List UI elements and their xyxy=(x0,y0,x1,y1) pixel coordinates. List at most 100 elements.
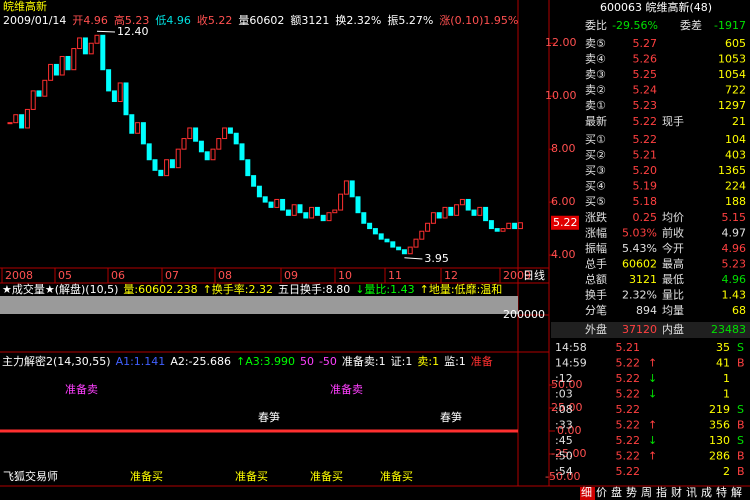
candle xyxy=(320,214,326,222)
candle xyxy=(216,138,222,150)
quote-cell: 60602 xyxy=(622,258,657,271)
indicator-header: A1:1.141 xyxy=(116,355,166,368)
y-tick-label: -25.00 xyxy=(551,447,586,460)
indicator-header: 证:1 xyxy=(391,355,413,368)
trade-side: B xyxy=(737,419,745,432)
candle xyxy=(384,238,390,243)
y-tick-label: 10.00 xyxy=(545,89,577,102)
quote-cell: 卖⑤ xyxy=(585,37,606,50)
candle xyxy=(367,222,373,230)
tab[interactable]: 周 xyxy=(641,486,652,499)
indicator-header: 准备卖:1 xyxy=(342,354,386,368)
quote-cell: 现手 xyxy=(662,114,684,128)
trade-price: 5.22 xyxy=(616,465,641,478)
candle xyxy=(256,185,262,198)
y-tick-label: -50.00 xyxy=(545,470,580,483)
candle xyxy=(454,204,460,216)
candle xyxy=(419,230,425,240)
tab[interactable]: 指 xyxy=(656,485,667,499)
quote-cell: 5.43% xyxy=(622,242,657,255)
candle xyxy=(24,108,30,129)
candle xyxy=(169,159,175,169)
tab[interactable]: 成 xyxy=(701,486,712,499)
signal-label: 准备买 xyxy=(310,469,343,483)
quote-item: 换2.32% xyxy=(335,13,381,27)
candle xyxy=(245,159,251,177)
candle xyxy=(413,238,419,248)
trade-time: :50 xyxy=(555,450,573,463)
volume-header: 五日换手:8.80 xyxy=(278,282,350,296)
candle xyxy=(100,34,106,71)
trade-time: :33 xyxy=(555,419,573,432)
y-tick-label: 200000 xyxy=(503,308,545,321)
x-tick-label: 2009 xyxy=(503,269,531,282)
candle xyxy=(512,222,518,230)
candle xyxy=(181,138,187,150)
quote-item: 额3121 xyxy=(290,14,329,27)
trade-volume: 286 xyxy=(709,450,730,463)
volume-header: ↓量比:1.43 xyxy=(355,283,414,296)
quote-item: 涨(0.10)1.95% xyxy=(439,14,518,27)
low-label: 3.95 xyxy=(424,252,449,265)
candle xyxy=(106,69,112,92)
quote-cell: 4.96 xyxy=(722,242,747,255)
quote-cell: 5.26 xyxy=(633,53,658,66)
quote-cell: 605 xyxy=(725,37,746,50)
panel-title: 600063 皖维高新(48) xyxy=(600,0,712,14)
candle xyxy=(430,212,436,224)
candle xyxy=(297,204,303,214)
quote-cell: 5.25 xyxy=(633,68,658,81)
candle xyxy=(13,114,19,124)
candle xyxy=(506,222,512,230)
candle xyxy=(274,198,280,208)
quote-cell: 前收 xyxy=(662,226,684,240)
quote-cell: 5.27 xyxy=(633,37,658,50)
candle xyxy=(222,127,228,140)
indicator-header: 监:1 xyxy=(444,355,466,368)
candle xyxy=(326,212,332,222)
quote-cell: 23483 xyxy=(711,323,746,336)
last-price-box xyxy=(551,215,579,230)
quote-cell: 1053 xyxy=(718,53,746,66)
candle xyxy=(123,82,129,116)
tab[interactable]: 讯 xyxy=(686,486,697,499)
quote-cell: 5.20 xyxy=(633,164,658,177)
trade-time: :54 xyxy=(555,465,573,478)
quote-item: 开4.96 xyxy=(72,14,108,27)
tab[interactable]: 细 xyxy=(581,486,592,499)
tab[interactable]: 势 xyxy=(626,486,637,499)
trade-arrow: ↓ xyxy=(648,434,657,447)
quote-cell: 最低 xyxy=(662,273,684,286)
trade-price: 5.22 xyxy=(616,450,641,463)
trade-arrow: ↑ xyxy=(648,357,657,370)
quote-cell: 1297 xyxy=(718,99,746,112)
y-tick-label: 8.00 xyxy=(551,142,576,155)
trade-volume: 356 xyxy=(709,419,730,432)
candle xyxy=(355,196,361,214)
candle xyxy=(187,127,193,140)
watermark: 飞狐交易师 xyxy=(3,469,58,483)
quote-cell: 104 xyxy=(725,133,746,146)
candle xyxy=(494,228,500,232)
tab[interactable]: 价 xyxy=(596,486,607,499)
tab[interactable]: 盘 xyxy=(611,485,622,499)
candle xyxy=(7,122,13,125)
indicator-header: ↑A3:3.990 xyxy=(236,355,295,368)
candle xyxy=(285,209,291,216)
quote-cell: 卖② xyxy=(585,84,606,97)
x-tick-label: 05 xyxy=(58,269,72,282)
candle xyxy=(332,209,338,214)
trade-volume: 35 xyxy=(716,341,730,354)
tab[interactable]: 财 xyxy=(671,485,682,499)
x-tick-label: 12 xyxy=(444,269,458,282)
flow-bg xyxy=(551,322,750,338)
candle xyxy=(401,249,407,255)
quote-cell: 5.23 xyxy=(722,258,747,271)
quote-cell: 4.97 xyxy=(722,227,747,240)
candle xyxy=(158,169,164,177)
tab[interactable]: 特 xyxy=(716,485,727,499)
indicator-header: 50 xyxy=(300,355,314,368)
candle xyxy=(42,79,48,97)
tab[interactable]: 解 xyxy=(731,485,742,499)
quote-cell: 最高 xyxy=(662,257,684,271)
